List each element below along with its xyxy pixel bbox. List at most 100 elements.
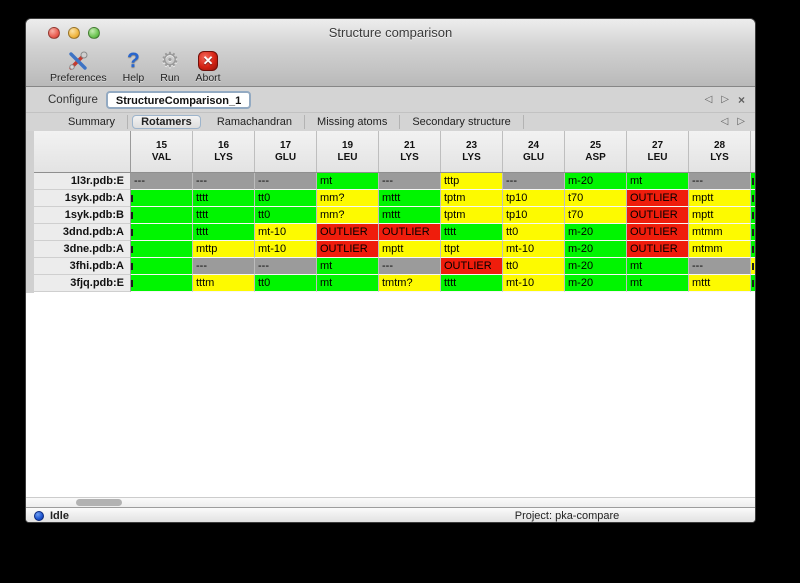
table-cell[interactable]: tttp xyxy=(441,173,503,190)
table-cell[interactable]: --- xyxy=(689,258,751,275)
table-cell[interactable]: tttt xyxy=(441,275,503,292)
table-cell[interactable]: mt xyxy=(317,275,379,292)
table-cell[interactable]: t70 xyxy=(565,190,627,207)
table-cell[interactable]: tp10 xyxy=(503,207,565,224)
table-cell[interactable]: mptt xyxy=(379,241,441,258)
table-cell[interactable]: OUTLIER xyxy=(627,241,689,258)
table-cell[interactable]: mttt xyxy=(379,190,441,207)
table-cell[interactable]: OUTLIER xyxy=(441,258,503,275)
table-cell[interactable]: tt0 xyxy=(503,258,565,275)
table-cell[interactable]: m-20 xyxy=(565,275,627,292)
tab-missing-atoms[interactable]: Missing atoms xyxy=(305,115,401,129)
prev-configuration-icon[interactable]: ◁ xyxy=(704,93,713,105)
table-cell[interactable]: mt xyxy=(627,173,689,190)
table-cell[interactable]: mtmm xyxy=(689,241,751,258)
table-cell[interactable]: OUTLIER xyxy=(627,224,689,241)
table-cell[interactable]: --- xyxy=(379,173,441,190)
table-cell[interactable]: --- xyxy=(689,173,751,190)
table-cell[interactable]: tt0 xyxy=(503,224,565,241)
table-cell[interactable]: tt0 xyxy=(255,275,317,292)
table-cell[interactable]: --- xyxy=(255,258,317,275)
horizontal-scrollbar-thumb[interactable] xyxy=(76,499,122,506)
table-cell[interactable]: --- xyxy=(131,173,193,190)
table-cell[interactable]: OUTLIER xyxy=(627,190,689,207)
row-header[interactable]: 3fjq.pdb:E xyxy=(34,275,131,292)
row-header[interactable]: 1l3r.pdb:E xyxy=(34,173,131,190)
clipped-table-cell[interactable] xyxy=(751,258,755,275)
table-cell[interactable]: mttt xyxy=(689,275,751,292)
next-tab-icon[interactable]: ▷ xyxy=(737,116,745,127)
table-cell[interactable]: tp10 xyxy=(503,190,565,207)
row-header[interactable]: 1syk.pdb:B xyxy=(34,207,131,224)
table-cell[interactable]: --- xyxy=(255,173,317,190)
table-cell[interactable]: OUTLIER xyxy=(317,241,379,258)
table-cell[interactable]: --- xyxy=(193,258,255,275)
table-cell[interactable] xyxy=(131,190,193,207)
tab-summary[interactable]: Summary xyxy=(56,115,129,129)
row-header[interactable]: 3fhi.pdb:A xyxy=(34,258,131,275)
table-cell[interactable]: OUTLIER xyxy=(379,224,441,241)
table-cell[interactable]: tttt xyxy=(193,207,255,224)
table-cell[interactable] xyxy=(131,258,193,275)
table-cell[interactable] xyxy=(131,241,193,258)
table-cell[interactable]: mttp xyxy=(193,241,255,258)
table-cell[interactable]: tmtm? xyxy=(379,275,441,292)
table-cell[interactable]: mm? xyxy=(317,190,379,207)
clipped-table-cell[interactable] xyxy=(751,173,755,190)
table-cell[interactable]: OUTLIER xyxy=(627,207,689,224)
next-configuration-icon[interactable]: ▷ xyxy=(721,93,729,105)
close-window-button[interactable] xyxy=(48,27,60,39)
table-cell[interactable]: OUTLIER xyxy=(317,224,379,241)
table-cell[interactable]: tttt xyxy=(193,224,255,241)
table-cell[interactable]: mptt xyxy=(689,190,751,207)
table-cell[interactable]: mm? xyxy=(317,207,379,224)
table-cell[interactable]: m-20 xyxy=(565,224,627,241)
table-cell[interactable] xyxy=(131,207,193,224)
table-cell[interactable]: mt-10 xyxy=(255,241,317,258)
clipped-table-cell[interactable] xyxy=(751,275,755,292)
table-cell[interactable]: m-20 xyxy=(565,258,627,275)
table-cell[interactable]: mptt xyxy=(689,207,751,224)
row-header[interactable]: 3dne.pdb:A xyxy=(34,241,131,258)
table-cell[interactable]: mt xyxy=(627,258,689,275)
row-header[interactable]: 1syk.pdb:A xyxy=(34,190,131,207)
table-cell[interactable]: tt0 xyxy=(255,190,317,207)
help-button[interactable]: ? Help xyxy=(123,49,145,84)
table-cell[interactable]: t70 xyxy=(565,207,627,224)
clipped-table-cell[interactable] xyxy=(751,190,755,207)
prev-tab-icon[interactable]: ◁ xyxy=(720,116,729,127)
run-button[interactable]: ⚙ Run xyxy=(160,49,179,84)
table-cell[interactable]: mt-10 xyxy=(503,275,565,292)
table-cell[interactable]: mt xyxy=(627,275,689,292)
table-cell[interactable]: tt0 xyxy=(255,207,317,224)
row-header[interactable]: 3dnd.pdb:A xyxy=(34,224,131,241)
clipped-table-cell[interactable] xyxy=(751,224,755,241)
preferences-button[interactable]: Preferences xyxy=(50,49,107,84)
table-cell[interactable]: mttt xyxy=(379,207,441,224)
table-cell[interactable]: tttm xyxy=(193,275,255,292)
tab-rotamers[interactable]: Rotamers xyxy=(132,115,201,129)
table-cell[interactable]: ttpt xyxy=(441,241,503,258)
table-cell[interactable]: --- xyxy=(503,173,565,190)
tab-ramachandran[interactable]: Ramachandran xyxy=(205,115,306,129)
table-cell[interactable]: mt-10 xyxy=(255,224,317,241)
table-cell[interactable]: mt-10 xyxy=(503,241,565,258)
table-cell[interactable]: mt xyxy=(317,258,379,275)
table-cell[interactable]: tptm xyxy=(441,190,503,207)
table-cell[interactable]: --- xyxy=(193,173,255,190)
table-cell[interactable]: tttt xyxy=(441,224,503,241)
table-cell[interactable]: m-20 xyxy=(565,173,627,190)
close-configuration-icon[interactable]: × xyxy=(737,92,745,107)
clipped-table-cell[interactable] xyxy=(751,207,755,224)
zoom-window-button[interactable] xyxy=(88,27,100,39)
table-cell[interactable] xyxy=(131,275,193,292)
table-cell[interactable]: mt xyxy=(317,173,379,190)
table-cell[interactable]: tttt xyxy=(193,190,255,207)
table-cell[interactable]: mtmm xyxy=(689,224,751,241)
table-cell[interactable]: tptm xyxy=(441,207,503,224)
configuration-name-field[interactable]: StructureComparison_1 xyxy=(105,90,252,109)
table-cell[interactable] xyxy=(131,224,193,241)
clipped-table-cell[interactable] xyxy=(751,241,755,258)
abort-button[interactable]: ✕ Abort xyxy=(196,49,221,84)
table-cell[interactable]: --- xyxy=(379,258,441,275)
